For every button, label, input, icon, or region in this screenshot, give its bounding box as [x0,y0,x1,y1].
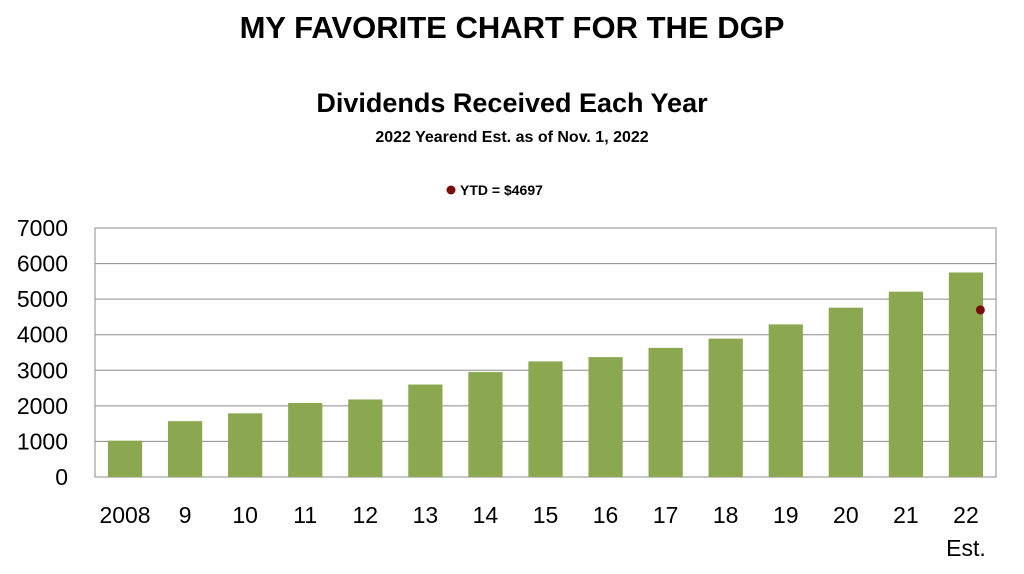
bar [528,361,563,477]
bar [228,413,263,477]
x-tick-label: 11 [293,502,317,528]
x-tick-label: 19 [773,502,799,528]
x-tick-label: 9 [179,502,192,528]
bar [588,357,623,477]
bar [708,338,743,477]
bar [648,347,683,477]
chart-subtitle: 2022 Yearend Est. as of Nov. 1, 2022 [375,129,649,146]
bar [768,324,803,477]
x-tick-label: 2008 [99,502,150,528]
x-tick-label: 17 [653,502,679,528]
x-tick-label: 16 [593,502,619,528]
bar [408,384,443,477]
bar [828,307,863,477]
x-tick-label: 15 [533,502,559,528]
bar [948,272,984,477]
legend-label: YTD = $4697 [460,182,543,198]
y-tick-label: 7000 [17,215,68,241]
y-tick-label: 0 [55,464,68,490]
x-tick-label: 22 [953,502,979,528]
x-tick-label: 10 [232,502,258,528]
bar [167,421,203,477]
x-tick-label: 21 [893,502,919,528]
bar [348,399,383,477]
bar [888,291,924,477]
x-tick-label: 12 [353,502,379,528]
x-tick-label: 20 [833,502,859,528]
chart-title: Dividends Received Each Year [316,88,708,118]
y-tick-label: 6000 [17,251,68,277]
y-tick-label: 5000 [17,286,68,312]
y-tick-label: 1000 [17,428,68,454]
y-tick-label: 2000 [17,393,68,419]
x-tick-label: 18 [713,502,739,528]
legend-marker [446,185,456,195]
x-tick-label: 14 [473,502,499,528]
ytd-point [975,305,985,315]
y-tick-label: 4000 [17,322,68,348]
x-tick-sublabel: Est. [946,535,986,561]
bar [468,372,503,477]
x-tick-label: 13 [413,502,439,528]
y-tick-label: 3000 [17,357,68,383]
bar [107,440,143,477]
page-title: MY FAVORITE CHART FOR THE DGP [239,10,785,45]
bar [288,403,323,477]
